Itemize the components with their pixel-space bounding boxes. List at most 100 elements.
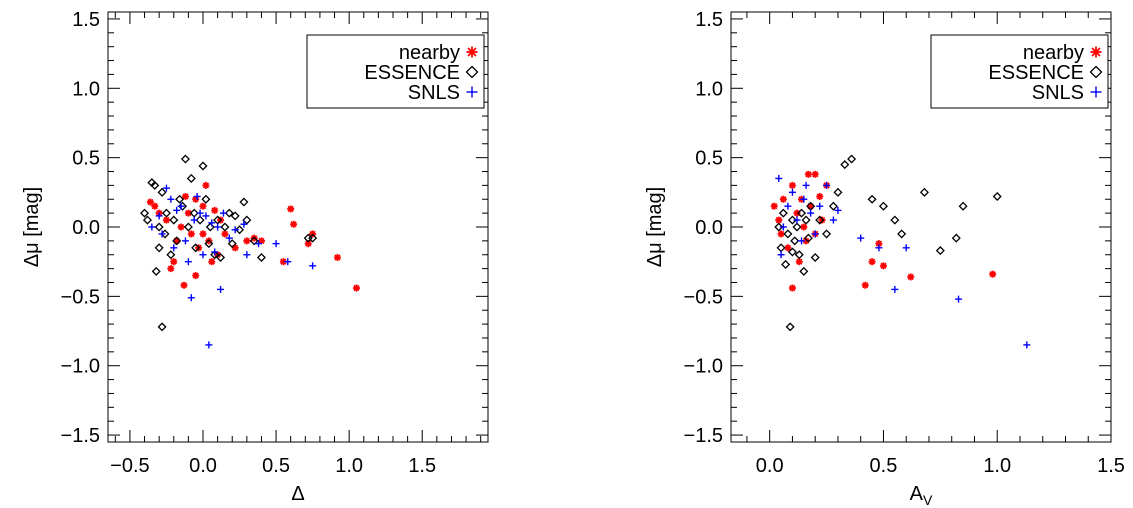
series-snls bbox=[148, 184, 317, 349]
series-essence bbox=[140, 154, 318, 332]
y-tick-label: 0.0 bbox=[72, 217, 100, 239]
data-point bbox=[818, 216, 826, 224]
data-point bbox=[249, 236, 259, 246]
legend-marker bbox=[1090, 46, 1102, 58]
y-tick-label: 1.0 bbox=[72, 78, 100, 100]
data-point bbox=[205, 222, 215, 232]
data-point bbox=[828, 201, 838, 211]
x-tick-label: 1.5 bbox=[1097, 455, 1125, 477]
data-point bbox=[897, 229, 907, 239]
data-point bbox=[157, 187, 167, 197]
data-point bbox=[935, 246, 945, 256]
legend-label: SNLS bbox=[1032, 82, 1084, 104]
data-point bbox=[797, 208, 807, 218]
legend-box bbox=[930, 34, 1109, 109]
y-tick-label: −1.0 bbox=[61, 356, 100, 378]
data-point bbox=[170, 244, 178, 252]
data-point bbox=[166, 250, 176, 260]
x-tick-label: 1.5 bbox=[408, 455, 436, 477]
data-point bbox=[795, 258, 803, 266]
data-point bbox=[775, 216, 783, 224]
data-point bbox=[243, 251, 251, 259]
data-point bbox=[181, 192, 189, 200]
data-point bbox=[879, 262, 887, 270]
data-point bbox=[154, 243, 164, 253]
data-point bbox=[802, 181, 810, 189]
x-axis-label: Δ bbox=[291, 483, 304, 505]
data-point bbox=[792, 222, 802, 232]
series-nearby bbox=[770, 170, 997, 292]
data-point bbox=[308, 233, 318, 243]
data-point bbox=[155, 212, 163, 220]
data-point bbox=[793, 216, 801, 224]
data-point bbox=[199, 230, 207, 238]
y-tick-label: −1.5 bbox=[684, 425, 723, 447]
data-point bbox=[919, 187, 929, 197]
y-axis-label: Δμ [mag] bbox=[21, 187, 43, 267]
data-point bbox=[167, 265, 175, 273]
y-tick-label: 1.5 bbox=[695, 9, 723, 31]
data-point bbox=[781, 259, 791, 269]
data-point bbox=[162, 184, 170, 192]
data-point bbox=[193, 192, 201, 200]
y-tick-label: 0.5 bbox=[72, 148, 100, 170]
x-tick-label: 1.0 bbox=[983, 455, 1011, 477]
data-point bbox=[788, 188, 796, 196]
data-point bbox=[227, 239, 237, 249]
data-point bbox=[221, 230, 229, 238]
data-point bbox=[172, 236, 182, 246]
data-point bbox=[992, 191, 1002, 202]
legend-label: ESSENCE bbox=[988, 62, 1084, 84]
data-point bbox=[217, 285, 225, 293]
data-point bbox=[169, 215, 179, 225]
data-point bbox=[290, 220, 298, 228]
y-axis-label: Δμ [mag] bbox=[644, 187, 666, 267]
data-point bbox=[187, 294, 195, 302]
series-snls bbox=[775, 174, 1031, 349]
data-point bbox=[175, 194, 185, 204]
y-tick-label: 0.5 bbox=[695, 148, 723, 170]
data-point bbox=[199, 251, 207, 259]
x-tick-label: −0.5 bbox=[110, 455, 149, 477]
data-point bbox=[784, 202, 792, 210]
data-point bbox=[187, 230, 195, 238]
data-point bbox=[239, 197, 249, 207]
data-point bbox=[794, 250, 804, 260]
data-point bbox=[798, 237, 806, 245]
data-point bbox=[847, 154, 857, 164]
data-point bbox=[231, 226, 239, 234]
data-point bbox=[779, 223, 787, 231]
data-point bbox=[867, 194, 877, 204]
data-point bbox=[284, 258, 292, 266]
data-point bbox=[219, 209, 227, 217]
data-point bbox=[793, 209, 801, 217]
data-point bbox=[205, 341, 213, 349]
data-point bbox=[256, 252, 266, 263]
data-point bbox=[151, 266, 161, 276]
data-point bbox=[787, 215, 797, 225]
legend-label: ESSENCE bbox=[364, 62, 460, 84]
data-point bbox=[989, 270, 997, 278]
data-point bbox=[875, 240, 883, 248]
legend-label: SNLS bbox=[408, 82, 460, 104]
data-point bbox=[140, 208, 150, 218]
data-point bbox=[216, 252, 226, 263]
data-point bbox=[800, 195, 808, 203]
data-point bbox=[157, 322, 167, 332]
legend-marker bbox=[1089, 65, 1103, 79]
legend-label: nearby bbox=[1023, 42, 1084, 64]
data-point bbox=[955, 295, 963, 303]
x-tick-label: 0.5 bbox=[262, 455, 290, 477]
legend-marker bbox=[1090, 86, 1102, 98]
data-point bbox=[778, 208, 788, 218]
data-point bbox=[822, 229, 832, 239]
data-point bbox=[180, 154, 190, 164]
data-point bbox=[191, 243, 201, 253]
data-point bbox=[774, 222, 784, 232]
data-point bbox=[214, 223, 222, 231]
data-point bbox=[173, 237, 181, 245]
data-point bbox=[333, 254, 341, 262]
data-point bbox=[202, 212, 210, 220]
data-point bbox=[777, 251, 785, 259]
